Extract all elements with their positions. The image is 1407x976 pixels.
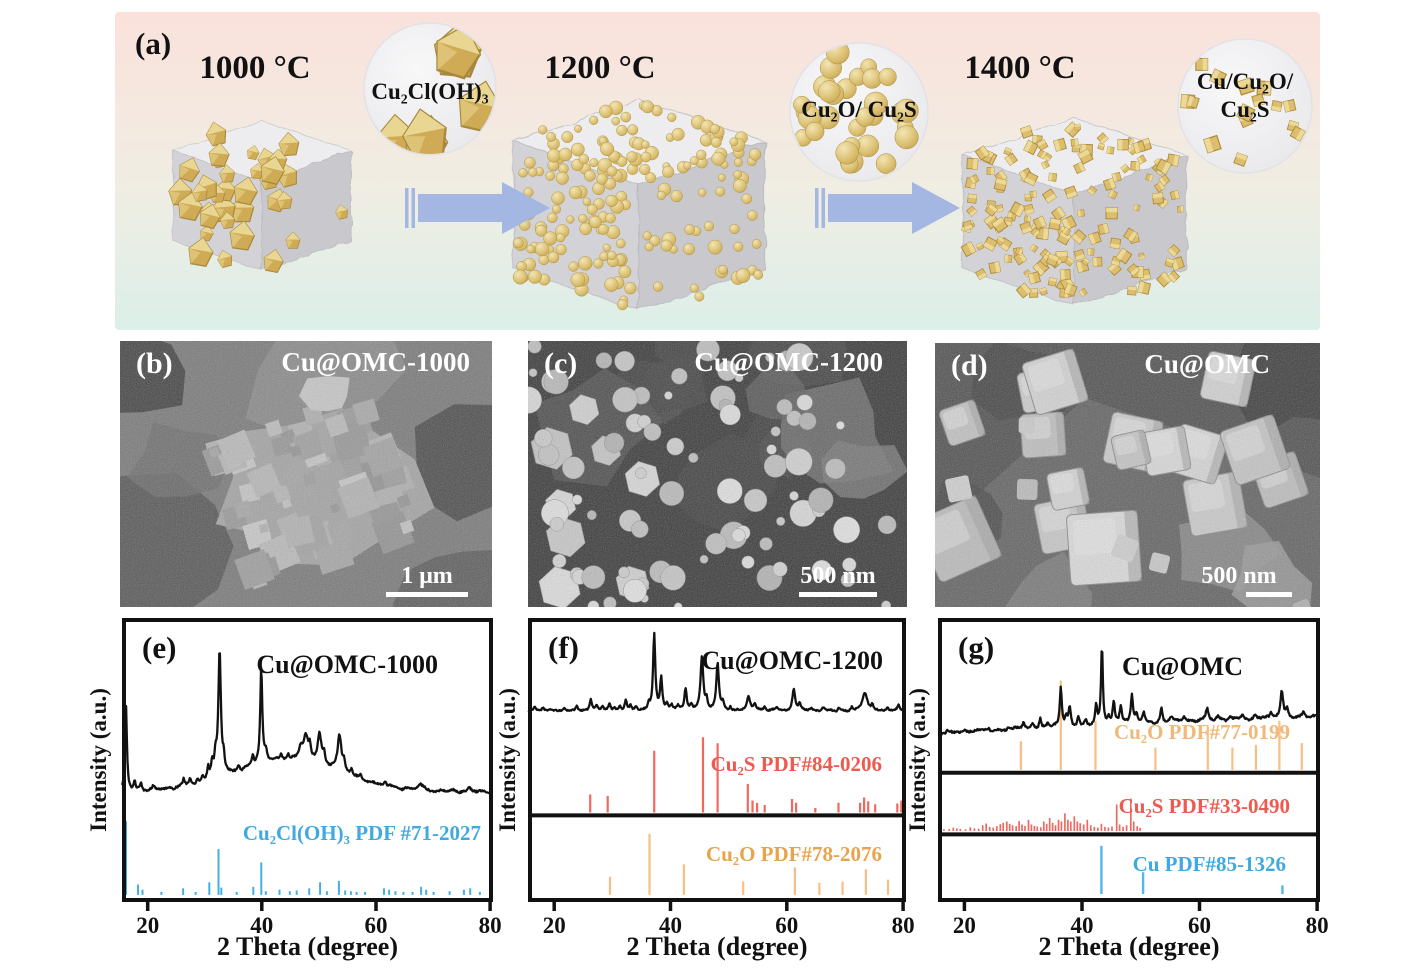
xrd-plot: 20 40 60 80: [527, 618, 915, 938]
scale-bar-label: 1 μm: [401, 563, 453, 589]
carbon-cube-1200: [512, 98, 767, 312]
x-tick-label: 60: [1188, 913, 1211, 938]
panel-label: (c): [544, 347, 578, 380]
block-arrow-1: [405, 182, 550, 234]
panel-label: (e): [142, 630, 177, 665]
y-axis-label: Intensity (a.u.): [86, 688, 111, 832]
x-tick-label: 60: [775, 913, 798, 938]
carbon-cube-1000: [169, 120, 351, 273]
panel-label: (f): [548, 630, 579, 665]
scale-bar-label: 500 nm: [1201, 563, 1277, 589]
panel-a-schematic: (a) 1000 °C 1200 °C 1400 °C Cu₂Cl(OH)₃ C…: [115, 12, 1320, 330]
inset-label-cu2o-cu2s: Cu₂O/ Cu₂S: [769, 96, 949, 124]
scale-bar: 500 nm: [783, 563, 893, 597]
sem-title: Cu@OMC-1000: [281, 347, 470, 377]
sem-title: Cu@OMC-1200: [694, 347, 883, 377]
inset-circle-3: [1177, 38, 1313, 174]
x-axis-ticks: 20 40 60 80: [543, 902, 915, 938]
x-axis-label: 2 Theta (degree): [626, 932, 808, 961]
xrd-reference-sticks: [1100, 845, 1284, 894]
inset-label-line: Cu₂O/ Cu₂S: [801, 97, 917, 122]
inset-circle-1: [363, 22, 497, 156]
scale-bar: 1 μm: [372, 563, 482, 597]
xrd-pattern-trace: [527, 631, 906, 713]
reference-label: Cu₂O PDF#77-0199: [1113, 720, 1290, 744]
panel-label: (g): [958, 630, 995, 665]
inset-circle-2: [789, 42, 929, 182]
pattern-title: Cu@OMC-1000: [256, 650, 438, 679]
gold-spheres: [512, 100, 764, 311]
plot-border: [528, 618, 906, 902]
x-tick-label: 80: [892, 913, 915, 938]
xrd-pattern-trace: [120, 652, 494, 795]
xrd-pattern-trace: [937, 650, 1320, 736]
x-tick-label: 20: [136, 913, 159, 938]
carbon-cube-1400: [961, 118, 1186, 307]
x-tick-label: 20: [543, 913, 566, 938]
scale-bar-line: [799, 592, 877, 597]
inset-label-line: Cu/Cu₂O/: [1196, 69, 1294, 94]
x-axis-ticks: 20 40 60 80: [136, 902, 502, 938]
xrd-plot: 20 40 60 80: [937, 618, 1329, 938]
sem-image: [935, 343, 1320, 607]
panel-label: (a): [135, 26, 172, 61]
inset-label-line: Cu₂Cl(OH)₃: [371, 79, 489, 104]
temperature-label-1000: 1000 °C: [199, 50, 311, 86]
xrd-panel-f: 20 40 60 80 (f) Cu@OMC-1200 Cu₂S PDF#84-020…: [527, 618, 915, 938]
x-tick-label: 20: [953, 913, 976, 938]
reference-label: Cu₂S PDF#84-0206: [710, 752, 882, 776]
x-tick-label: 80: [479, 913, 502, 938]
reference-label: Cu₂S PDF#33-0490: [1118, 794, 1290, 818]
scale-bar-line: [1246, 592, 1292, 597]
x-tick-label: 60: [365, 913, 388, 938]
plot-border: [122, 618, 493, 902]
x-tick-label: 40: [659, 913, 682, 938]
y-axis-label: Intensity (a.u.): [495, 688, 520, 832]
temperature-label-1400: 1400 °C: [964, 50, 1076, 86]
x-axis-label: 2 Theta (degree): [217, 932, 398, 961]
sem-panel-b: (b) Cu@OMC-1000 1 μm: [120, 341, 492, 607]
y-axis-label: Intensity (a.u.): [905, 688, 930, 832]
sem-panel-c: (c) Cu@OMC-1200 500 nm: [528, 341, 907, 607]
temperature-label-1200: 1200 °C: [544, 50, 656, 86]
sem-title: Cu@OMC: [1144, 349, 1270, 379]
panel-label: (d): [951, 349, 988, 382]
xrd-plot: 20 40 60 80: [120, 618, 502, 938]
x-tick-label: 80: [1306, 913, 1329, 938]
xrd-reference-sticks: [938, 798, 1142, 831]
scale-bar: 500 nm: [1184, 563, 1294, 597]
schematic-canvas: [115, 12, 1320, 330]
panel-label: (b): [136, 347, 173, 380]
plot-border: [938, 618, 1320, 902]
xrd-panel-g: 20 40 60 80 (g) Cu@OMC Cu₂O PDF#77-0199 Cu₂…: [937, 618, 1329, 938]
reference-label: Cu PDF#85-1326: [1132, 852, 1286, 876]
inset-label-cu-cu2o-cu2s: Cu/Cu₂O/ Cu₂S: [1155, 68, 1335, 124]
inset-label-cu2cloh3: Cu₂Cl(OH)₃: [340, 78, 520, 106]
inset-label-line: Cu₂S: [1220, 97, 1270, 122]
pattern-title: Cu@OMC: [1122, 652, 1243, 681]
reference-label: Cu₂O PDF#78-2076: [705, 842, 882, 866]
x-tick-label: 40: [1071, 913, 1094, 938]
scale-bar-label: 500 nm: [800, 563, 876, 589]
xrd-reference-sticks: [608, 833, 890, 895]
block-arrow-2: [815, 182, 960, 234]
sem-image: [528, 341, 907, 607]
pattern-title: Cu@OMC-1200: [701, 646, 883, 675]
x-tick-label: 40: [250, 913, 273, 938]
reference-label: Cu₂Cl(OH)₃ PDF #71-2027: [242, 821, 481, 845]
scale-bar-line: [386, 592, 468, 597]
x-axis-label: 2 Theta (degree): [1038, 932, 1220, 961]
sem-panel-d: (d) Cu@OMC 500 nm: [935, 343, 1320, 607]
x-axis-ticks: 20 40 60 80: [953, 902, 1329, 938]
xrd-reference-sticks: [589, 737, 903, 813]
xrd-panel-e: 20 40 60 80 (e) Cu@OMC-1000 Cu₂Cl(OH)₃ PDF …: [120, 618, 502, 938]
